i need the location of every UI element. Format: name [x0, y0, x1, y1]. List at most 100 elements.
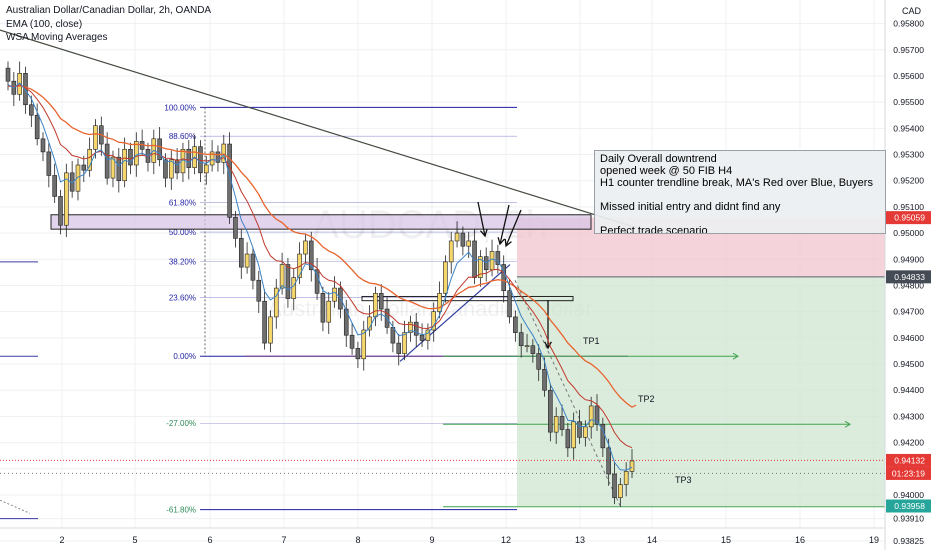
bullish-candle	[623, 471, 629, 485]
bearish-candle	[40, 138, 46, 153]
bearish-candle	[320, 293, 326, 323]
price-axis[interactable]: CAD 0.95800 0.95700 0.95600 0.95500 0.95400 0.…	[884, 0, 931, 550]
tp1-label: TP1	[583, 336, 600, 346]
bearish-candle	[507, 290, 512, 318]
price-tick-label: 0.93825	[893, 536, 924, 546]
bearish-candle	[577, 421, 582, 438]
bearish-candle	[250, 253, 256, 281]
fib-level-label: 23.60%	[169, 294, 196, 303]
bearish-candle	[29, 104, 34, 116]
bearish-candle	[285, 264, 291, 299]
resistance-zone-box[interactable]	[50, 214, 592, 230]
bearish-candle	[565, 429, 571, 449]
time-axis[interactable]: 2 5 6 7 8 9 12 13 14 15 16 19	[0, 527, 885, 545]
bearish-candle	[116, 156, 122, 182]
bearish-candle	[495, 251, 501, 265]
bearish-candle	[355, 348, 361, 360]
bearish-candle	[238, 238, 244, 268]
time-tick-label: 6	[207, 535, 212, 545]
price-tick-label: 0.95600	[893, 71, 924, 81]
bearish-candle	[530, 345, 536, 354]
bullish-candle	[402, 332, 407, 354]
bearish-candle	[518, 332, 524, 347]
target-price-badge	[886, 499, 931, 513]
price-tick-label: 0.94700	[893, 307, 924, 317]
ema-medium-line	[7, 84, 633, 449]
bullish-candle	[583, 426, 588, 438]
take-profit-arrowhead	[732, 352, 739, 360]
fib-level-label: 100.00%	[164, 103, 196, 112]
entry-price-badge-text: 0.94833	[894, 272, 925, 282]
arrowhead	[544, 341, 552, 350]
bullish-candle	[588, 405, 594, 428]
fib-level-label: 61.80%	[169, 199, 196, 208]
bearish-candle	[215, 151, 221, 163]
bar-countdown-badge	[886, 466, 931, 480]
breakout-level-box[interactable]	[361, 295, 574, 302]
note-line: opened week @ 50 FIB H4	[600, 165, 733, 177]
arrowhead	[497, 237, 506, 246]
entry-signal-arrow	[505, 209, 522, 247]
wsa-fast-line	[7, 82, 633, 471]
tp2-label: TP2	[638, 394, 655, 404]
time-tick-label: 8	[355, 535, 360, 545]
bearish-candle	[419, 334, 425, 341]
bullish-candle	[122, 148, 127, 182]
note-line: Perfect trade scenario	[600, 225, 708, 234]
bullish-candle	[408, 321, 413, 333]
price-tick-label: 0.95200	[893, 176, 924, 186]
time-tick-label: 16	[795, 535, 805, 545]
time-tick-label: 14	[647, 535, 657, 545]
ema-indicator-label[interactable]: EMA (100, close)	[6, 18, 83, 30]
current-price-badge-text: 0.94132	[894, 455, 925, 465]
bullish-candle	[425, 329, 431, 341]
analysis-note[interactable]: Daily Overall downtrend opened week @ 50…	[594, 150, 886, 234]
bearish-candle	[513, 316, 518, 333]
downtrend-line[interactable]	[0, 29, 651, 233]
bearish-candle	[233, 217, 238, 239]
bearish-candle	[256, 279, 262, 302]
bullish-candle	[244, 253, 250, 268]
bullish-candle	[75, 164, 81, 192]
bearish-candle	[157, 138, 162, 161]
price-tick-label: 0.95800	[893, 19, 924, 29]
price-tick-label: 0.94600	[893, 333, 924, 343]
bullish-candle	[87, 148, 92, 171]
bullish-candle	[571, 421, 576, 449]
fib-level-label: 38.20%	[169, 257, 196, 266]
bearish-candle	[186, 148, 192, 168]
symbol-title[interactable]: Australian Dollar/Canadian Dollar, 2h, O…	[6, 5, 212, 16]
time-tick-label: 2	[59, 535, 64, 545]
bullish-candle	[209, 151, 215, 166]
arrowhead	[504, 238, 512, 248]
bearish-candle	[460, 232, 466, 247]
bearish-candle	[227, 143, 232, 218]
bearish-candle	[58, 196, 63, 226]
bullish-candle	[17, 73, 22, 95]
time-tick-label: 12	[501, 535, 511, 545]
chart-legend: Australian Dollar/Canadian Dollar, 2h, O…	[6, 4, 211, 45]
bullish-candle	[332, 287, 337, 302]
price-tick-label: 0.94900	[893, 254, 924, 264]
bullish-candle	[443, 261, 448, 294]
stop-price-badge-text: 0.95059	[894, 213, 925, 223]
arrowhead	[479, 229, 488, 238]
bullish-candle	[268, 316, 273, 344]
price-tick-label: 0.95100	[893, 202, 924, 212]
note-line	[600, 189, 880, 201]
bearish-candle	[128, 148, 133, 166]
time-tick-label: 7	[281, 535, 286, 545]
drawings[interactable]	[0, 29, 885, 520]
bullish-candle	[478, 256, 483, 278]
bearish-candle	[5, 67, 11, 82]
bullish-candle	[297, 253, 302, 278]
time-tick-label: 19	[869, 535, 879, 545]
bearish-candle	[606, 447, 611, 475]
bullish-candle	[629, 460, 635, 472]
bullish-candle	[431, 311, 437, 331]
annotations: TP1 TP2 TP3	[583, 336, 692, 485]
bearish-candle	[536, 353, 541, 370]
wsa-indicator-label[interactable]: WSA Moving Averages	[6, 32, 108, 43]
moving-averages	[7, 82, 637, 471]
